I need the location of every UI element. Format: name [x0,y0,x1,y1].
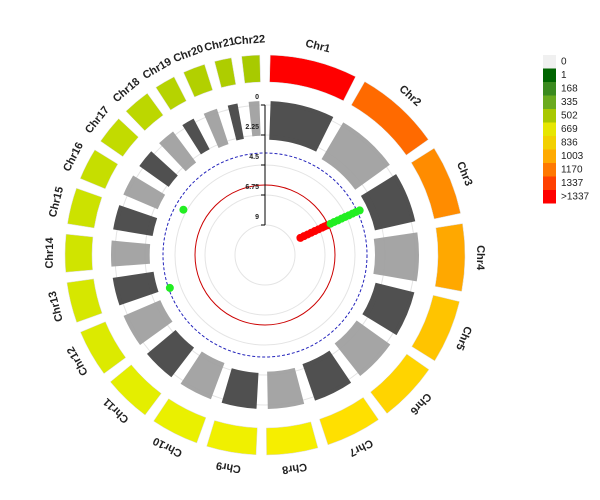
point-cloud [248,101,261,137]
chromosome-sector [434,223,466,292]
grid-circle [234,224,296,286]
chromosome-label: Chr8 [281,460,307,475]
legend-swatch [543,109,556,123]
point-cloud [146,329,195,378]
chromosome-sector [410,147,461,220]
legend-swatch [543,190,556,204]
point-cloud [123,300,173,346]
legend-swatch [543,68,556,82]
chromosome-sector [214,57,237,88]
chromosome-sector [153,398,207,444]
chromosome-label: Chr10 [151,434,184,459]
legend-label: 0 [561,57,567,68]
chromosome-sector [110,364,162,416]
legend-label: 335 [561,97,578,108]
chromosome-label: Chr19 [141,56,174,82]
chromosome-sector [183,64,213,98]
point-cloud [159,131,197,172]
chromosome-label: Chr6 [408,390,434,416]
legend-label: 1003 [561,151,584,162]
chromosome-sector [269,54,356,102]
chromosome-label: Chr1 [304,38,331,56]
chromosome-sector [100,118,139,157]
legend-swatch [543,163,556,177]
legend-swatch [543,136,556,150]
legend-swatch [543,82,556,96]
chromosome-label: Chr15 [47,185,66,218]
chromosome-sector [370,353,430,414]
snp-point [355,206,364,215]
legend-label: 836 [561,138,578,149]
y-tick-label: 9 [255,214,259,221]
point-cloud [373,232,420,282]
chromosome-label: Chr7 [347,437,375,459]
legend-label: >1337 [561,192,590,203]
chromosome-label: Chr2 [397,83,424,109]
point-cloud [139,151,178,187]
point-cloud [123,175,166,210]
chromosome-label: Chr13 [47,290,66,323]
y-tick-label: 6.75 [245,184,259,191]
chromosome-label: Chr16 [61,140,86,173]
chromosome-sector [319,397,379,446]
legend-label: 502 [561,111,578,122]
chromosome-label: Chr3 [454,160,475,188]
point-cloud [321,122,390,190]
point-cloud [113,205,158,237]
chromosome-sector [206,420,258,456]
chromosome-label: Chr4 [474,245,486,271]
chromosome-sector [350,81,429,156]
point-cloud [362,282,415,336]
legend-label: 1 [561,70,567,81]
point-cloud [269,101,334,152]
point-cloud [221,368,259,409]
chromosome-label: Chr20 [172,43,205,65]
chromosome-label: Chr22 [234,33,266,47]
point-cloud [182,118,210,155]
point-cloud [302,350,352,401]
chromosome-sector [411,294,460,362]
legend-label: 1170 [561,165,583,176]
chromosome-sector [155,76,187,111]
chromosome-label: Chr9 [215,459,242,475]
snp-point [165,283,174,292]
y-tick-label: 2.25 [245,124,259,131]
chromosome-sector [266,421,319,456]
legend-swatch [543,176,556,190]
chromosome-label: Chr12 [65,344,91,377]
chromosome-label: Chr14 [44,237,56,269]
legend-swatch [543,149,556,163]
point-cloud [334,320,391,377]
chromosome-sector [241,54,261,84]
suggestive-threshold [162,152,368,358]
point-cloud [360,174,416,231]
y-tick-label: 0 [255,94,259,101]
point-cloud [203,108,229,148]
chromosome-sector [66,278,103,323]
chromosome-label: Chr21 [203,36,236,54]
legend-swatch [543,122,556,136]
chromosome-sector [80,321,127,374]
legend-label: 669 [561,124,578,135]
snp-point [179,205,188,214]
point-cloud [112,271,159,306]
chromosome-sector [125,92,164,131]
legend-label: 168 [561,84,578,95]
chromosome-sector [79,149,119,190]
chromosome-sector [67,187,103,229]
point-cloud [110,240,151,267]
point-cloud [180,351,225,400]
y-tick-label: 4.5 [249,154,259,161]
chromosome-label: Chr5 [453,324,474,352]
legend-label: 1337 [561,178,584,189]
legend-swatch [543,55,556,69]
chromosome-sector [64,233,94,273]
legend-swatch [543,95,556,109]
point-cloud [227,103,244,141]
point-cloud [267,367,305,409]
